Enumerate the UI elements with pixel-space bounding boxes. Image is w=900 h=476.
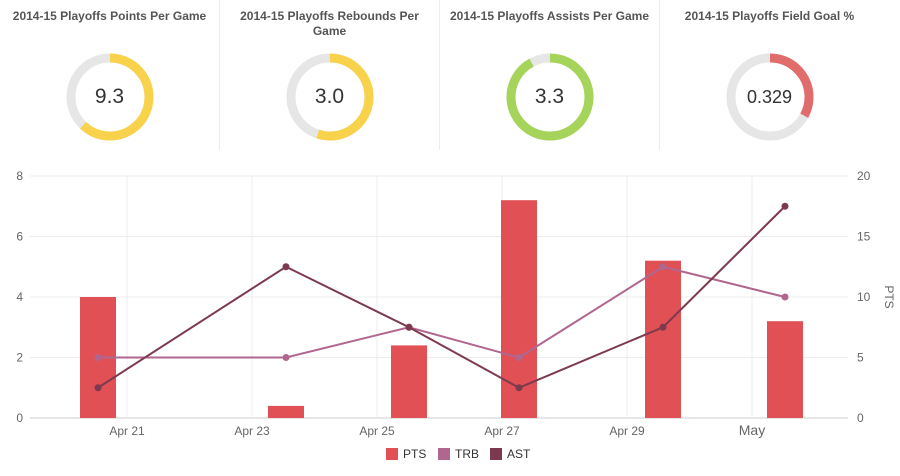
ast-point [781,202,789,210]
kpi-card-field-goal: 2014-15 Playoffs Field Goal % 0.329 [659,0,879,150]
kpi-title: 2014-15 Playoffs Field Goal % [684,9,855,23]
legend-label-trb: TRB [455,447,479,461]
y-left-tick-label: 4 [16,290,23,304]
kpi-title: 2014-15 Playoffs Rebounds Per Game [240,9,419,38]
pts-bar [767,321,803,418]
kpi-value: 3.3 [534,85,565,108]
y-right-axis-label: PTS [882,285,896,308]
trb-point [94,354,102,361]
legend-swatch-pts [386,448,398,460]
gauge-arc [286,53,373,141]
y-left-tick-label: 8 [16,169,23,183]
gauge-arc [506,53,593,141]
field-goal-gauge: 0.329 [725,52,815,142]
ast-point [515,384,523,392]
x-tick-label: Apr 29 [609,424,645,438]
kpi-value: 9.3 [94,85,125,108]
pts-bar [268,405,304,418]
y-left-tick-label: 6 [16,230,23,244]
assists-gauge: 3.3 [505,52,595,142]
points-gauge: 9.3 [65,52,155,142]
x-tick-label: Apr 23 [234,424,270,438]
ast-point [282,263,290,271]
playoffs-combo-chart: 0 2 4 6 8 Apr 21 Apr 23 Apr 25 Apr 27 Apr 29 May 0 5… [16,169,896,461]
gauge-arc [726,53,813,141]
y-right-tick-label: 5 [857,351,864,365]
y-left-tick-label: 0 [16,411,23,425]
kpi-card-points: 2014-15 Playoffs Points Per Game 9.3 [0,0,219,150]
x-tick-label: Apr 27 [484,424,520,438]
kpi-card-rebounds: 2014-15 Playoffs Rebounds Per Game 3.0 [219,0,439,150]
kpi-card-assists: 2014-15 Playoffs Assists Per Game 3.3 [439,0,659,150]
legend-swatch-trb [438,448,450,460]
ast-point [659,323,667,331]
y-left-tick-label: 2 [16,351,23,365]
trb-line [98,265,786,359]
ast-point [405,323,413,331]
trb-point [515,354,523,361]
y-right-tick-label: 15 [857,230,871,244]
x-tick-label: Apr 21 [109,424,145,438]
legend-label-pts: PTS [403,447,426,461]
kpi-value: 3.0 [314,85,345,108]
trb-point [781,293,789,301]
legend-swatch-ast [490,448,502,460]
y-right-tick-label: 0 [857,411,864,425]
kpi-title: 2014-15 Playoffs Assists Per Game [449,9,649,23]
rebounds-gauge: 3.0 [285,52,375,142]
pts-bar [391,345,427,418]
ast-line [97,205,786,389]
y-right-tick-label: 10 [857,290,871,304]
gauge-arc [66,53,153,141]
legend-label-ast: AST [507,447,531,461]
x-tick-label: Apr 25 [359,424,395,438]
kpi-value: 0.329 [746,86,793,107]
kpi-cards: 2014-15 Playoffs Points Per Game 9.3 201… [0,0,900,150]
pts-bar [645,260,681,418]
x-tick-label: May [739,422,765,438]
kpi-title: 2014-15 Playoffs Points Per Game [12,9,207,23]
ast-point [94,384,102,392]
y-right-tick-label: 20 [857,169,871,183]
trb-point [282,354,290,361]
trb-point [659,263,667,271]
